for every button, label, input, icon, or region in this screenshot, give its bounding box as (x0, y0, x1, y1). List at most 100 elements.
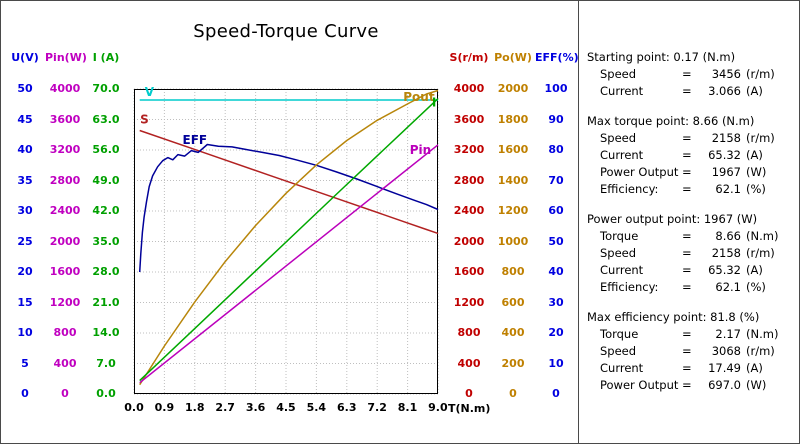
axis-tick-label: 100 (544, 82, 568, 95)
panel-row: Speed = 3068 (r/m) (600, 343, 797, 360)
axis-tick-label: 25 (17, 234, 33, 248)
panel-row: Current = 17.49 (A) (600, 360, 797, 377)
x-axis-title: T(N.m) (448, 402, 491, 415)
axis-title: Po(W) (494, 51, 532, 64)
panel-row-unit: (N.m) (746, 229, 779, 243)
panel-row-unit: (r/m) (746, 344, 775, 358)
panel-row: Power Output = 697.0 (W) (600, 377, 797, 394)
panel-row-value: 17.49 (708, 361, 741, 375)
panel-row: Efficiency: = 62.1 (%) (600, 279, 797, 296)
axis-tick-label: 5 (21, 356, 29, 370)
panel-row: Torque = 8.66 (N.m) (600, 228, 797, 245)
panel-row: Torque = 2.17 (N.m) (600, 326, 797, 343)
panel-row-value: 8.66 (715, 229, 741, 243)
axis-tick-label: 1800 (497, 112, 529, 126)
panel-section-title: Starting point: 0.17 (N.m) (587, 50, 736, 64)
x-tick-label: 8.1 (397, 401, 418, 414)
panel-row-eq: = (682, 182, 692, 196)
panel-row-value: 3068 (711, 344, 741, 358)
x-tick-label: 2.7 (215, 401, 235, 414)
axis-tick-label: 800 (457, 326, 481, 339)
panel-row-label: Power Output (600, 378, 679, 392)
panel-row: Speed = 3456 (r/m) (600, 66, 797, 83)
curve-S (139, 129, 439, 235)
axis-tick-label: 70.0 (92, 82, 120, 95)
axis-title: Pin(W) (45, 51, 87, 64)
panel-row-unit: (W) (746, 378, 767, 392)
curve-label-EFF: EFF (183, 133, 208, 147)
panel-row-eq: = (682, 344, 692, 358)
axis-tick-label: 56.0 (92, 143, 120, 156)
axis-tick-label: 2400 (453, 204, 485, 217)
axis-column-pinw: Pin(W) 4000 3600 3200 2800 2400 2000 1600 1200 80… (45, 51, 87, 400)
axis-tick-label: 3600 (49, 112, 81, 126)
panel-row-eq: = (682, 148, 692, 162)
axis-tick-label: 400 (53, 356, 77, 370)
panel-row: Current = 65.32 (A) (600, 147, 797, 164)
axis-tick-label: 70 (548, 173, 564, 187)
panel-row-unit: (r/m) (746, 246, 775, 260)
axis-tick-label: 0 (21, 387, 29, 400)
panel-row-unit: (A) (746, 361, 763, 375)
axis-tick-label: 1600 (497, 143, 529, 156)
axis-tick-label: 35 (17, 173, 33, 187)
panel-section-title: Power output point: 1967 (W) (587, 212, 758, 226)
axis-tick-label: 1000 (497, 234, 529, 248)
axis-tick-label: 0 (465, 387, 473, 400)
panel-row-value: 2158 (711, 246, 741, 260)
panel-row-value: 62.1 (715, 182, 741, 196)
axis-tick-label: 3200 (49, 143, 81, 156)
panel-row-label: Torque (600, 229, 639, 243)
panel-section: Power output point: 1967 (W) Torque = 8.66 (… (587, 211, 797, 296)
panel-row-value: 2.17 (715, 327, 741, 341)
axis-title: I (A) (92, 51, 120, 64)
axis-tick-label: 2000 (49, 234, 81, 248)
panel-row-value: 697.0 (708, 378, 741, 392)
panel-row: Current = 3.066 (A) (600, 83, 797, 100)
axis-column-ia: I (A) 70.0 63.0 56.0 49.0 42.0 35.0 28.0 21.0 14.… (85, 51, 127, 400)
panel-row-value: 62.1 (715, 280, 741, 294)
curve-EFF (138, 143, 439, 273)
axis-title: EFF(%) (535, 51, 579, 64)
panel-row-value: 65.32 (708, 148, 741, 162)
x-tick-label: 0.0 (124, 401, 144, 414)
axis-tick-label: 20 (548, 326, 564, 339)
axis-tick-list: 50 45 40 35 30 25 20 15 10 5 0 (7, 81, 43, 402)
panel-row-eq: = (682, 280, 692, 294)
axis-tick-label: 4000 (453, 82, 485, 95)
plot-border (134, 89, 438, 394)
panel-section: Starting point: 0.17 (N.m) Speed = 3456 (r/m… (587, 49, 797, 100)
panel-row-eq: = (682, 84, 692, 98)
axis-tick-label: 30 (548, 295, 564, 309)
x-tick-label: 6.3 (336, 401, 357, 414)
axis-tick-label: 90 (548, 112, 564, 126)
panel-row-unit: (%) (746, 182, 766, 196)
axis-tick-label: 50 (17, 82, 33, 95)
curve-label-S: S (140, 113, 149, 127)
axis-tick-list: 100 90 80 70 60 50 40 30 20 10 0 (535, 81, 577, 402)
axis-column-uv: U(V) 50 45 40 35 30 25 20 15 10 5 0 (7, 51, 43, 400)
panel-row-label: Speed (600, 246, 637, 260)
x-tick-label: 5.4 (306, 401, 327, 414)
panel-section: Max efficiency point: 81.8 (%) Torque = 2.1… (587, 309, 797, 394)
panel-section-title: Max efficiency point: 81.8 (%) (587, 310, 760, 324)
axis-tick-label: 1200 (497, 204, 529, 217)
axis-tick-label: 3600 (453, 112, 485, 126)
axis-column-srm: S(r/m) 4000 3600 3200 2800 2400 2000 1600 1200 80… (447, 51, 491, 400)
axis-tick-label: 10 (548, 356, 564, 370)
axis-tick-label: 60 (548, 204, 564, 217)
curve-label-V: V (145, 85, 155, 99)
axis-tick-label: 45 (17, 112, 33, 126)
axis-tick-label: 2000 (497, 82, 529, 95)
panel-row-value: 3.066 (708, 84, 741, 98)
curve-label-Pout: Pout (403, 90, 435, 104)
chart-title: Speed-Torque Curve (193, 21, 379, 42)
axis-tick-label: 2000 (453, 234, 485, 248)
axis-tick-label: 600 (501, 295, 525, 309)
panel-row-eq: = (682, 246, 692, 260)
panel-row-unit: (%) (746, 280, 766, 294)
axis-tick-list: 4000 3600 3200 2800 2400 2000 1600 1200 800 400 0 (447, 81, 491, 402)
axis-tick-label: 2800 (453, 173, 485, 187)
